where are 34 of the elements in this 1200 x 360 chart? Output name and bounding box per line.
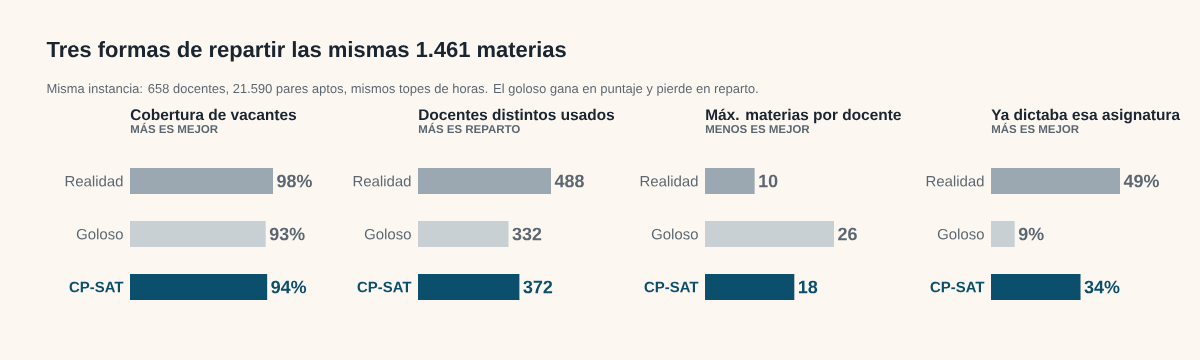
y-tick-label: CP-SAT [644,281,699,293]
y-tick-label: Realidad [926,175,984,187]
chart-title: Máx. materias por docente [706,108,901,124]
y-tick-label: Goloso [651,228,698,240]
data-label: 10 [759,174,778,188]
y-tick-label: CP-SAT [930,281,985,293]
data-label: 49% [1123,174,1159,188]
data-label: 488 [554,174,584,188]
data-label: 98% [277,174,312,188]
y-tick-label: Realidad [640,175,698,187]
y-tick-label: Goloso [76,228,123,240]
chart-subtitle: MENOS ES MEJOR [705,125,810,134]
text: Misma instancia: 658 docentes, 21.590 pares aptos, mismos topes de horas. El goloso gana en puntaje y pierde en reparto. [47,83,758,96]
y-tick-label: CP-SAT [357,281,412,293]
data-label: 26 [838,227,857,241]
y-tick-label: Realidad [65,175,123,187]
chart-subtitle: MÁS ES MEJOR [130,122,218,134]
data-label: 34% [1084,280,1120,294]
data-label: 372 [523,280,553,294]
text: Tres formas de repartir las mismas 1.461 materias [46,41,566,62]
chart-subtitle: MÁS ES MEJOR [991,122,1079,134]
data-label: 332 [512,227,542,241]
y-tick-label: Goloso [364,228,411,240]
y-tick-label: Realidad [353,175,411,187]
y-tick-label: Goloso [937,228,984,240]
y-tick-label: CP-SAT [69,281,124,293]
data-label: 94% [271,280,307,294]
data-label: 93% [269,227,305,241]
chart-title: Ya dictaba esa asignatura [991,108,1181,124]
data-label: 9% [1018,227,1044,241]
chart-title: Docentes distintos usados [419,108,615,121]
chart-subtitle: MÁS ES REPARTO [418,122,520,134]
chart-title: Cobertura de vacantes [130,108,297,121]
data-label: 18 [798,280,818,294]
